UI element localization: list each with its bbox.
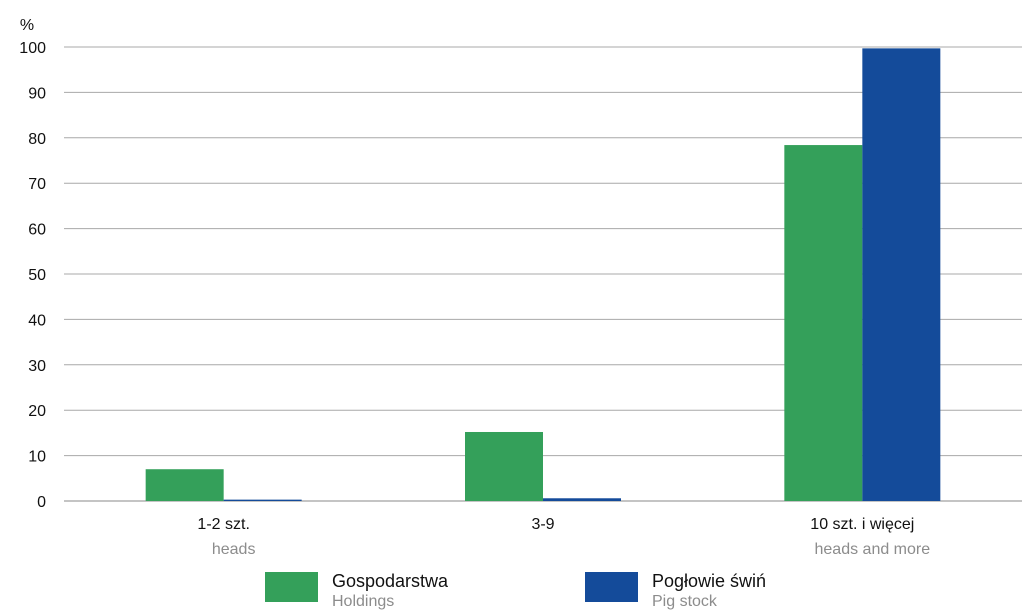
x-category-sublabel: heads bbox=[212, 541, 256, 558]
bar-holdings-3 bbox=[784, 145, 863, 501]
x-category-label: 3-9 bbox=[531, 516, 554, 533]
y-tick-label: 80 bbox=[28, 131, 46, 148]
legend-label: Pogłowie świń bbox=[652, 571, 766, 591]
legend-swatch-pig-stock bbox=[585, 572, 638, 602]
bar-pig-stock-1 bbox=[223, 499, 302, 501]
y-tick-label: 100 bbox=[19, 40, 46, 57]
y-axis-ticks: 0 10 20 30 40 50 60 70 80 90 100 bbox=[19, 40, 46, 511]
legend-sublabel: Holdings bbox=[332, 593, 394, 610]
y-tick-label: 20 bbox=[28, 403, 46, 420]
x-category-label: 10 szt. i więcej bbox=[810, 516, 914, 533]
legend-sublabel: Pig stock bbox=[652, 593, 718, 610]
y-axis-unit-label: % bbox=[20, 17, 34, 34]
y-tick-label: 0 bbox=[37, 494, 46, 511]
bar-holdings-1 bbox=[145, 469, 224, 501]
legend-label: Gospodarstwa bbox=[332, 571, 449, 591]
x-category-label: 1-2 szt. bbox=[197, 516, 249, 533]
bar-pig-stock-2 bbox=[543, 498, 621, 501]
y-tick-label: 50 bbox=[28, 267, 46, 284]
x-category-sublabel: heads and more bbox=[815, 541, 931, 558]
legend-swatch-holdings bbox=[265, 572, 318, 602]
bars bbox=[145, 48, 941, 501]
x-axis-labels: 1-2 szt. heads 3-9 10 szt. i więcej heads an… bbox=[197, 516, 930, 558]
legend: Gospodarstwa Holdings Pogłowie świń Pig sto… bbox=[265, 571, 766, 610]
y-tick-label: 90 bbox=[28, 85, 46, 102]
y-tick-label: 70 bbox=[28, 176, 46, 193]
y-tick-label: 30 bbox=[28, 358, 46, 375]
y-tick-label: 60 bbox=[28, 222, 46, 239]
y-tick-label: 40 bbox=[28, 312, 46, 329]
y-tick-label: 10 bbox=[28, 449, 46, 466]
bar-holdings-2 bbox=[465, 431, 543, 501]
bar-pig-stock-3 bbox=[862, 48, 941, 501]
